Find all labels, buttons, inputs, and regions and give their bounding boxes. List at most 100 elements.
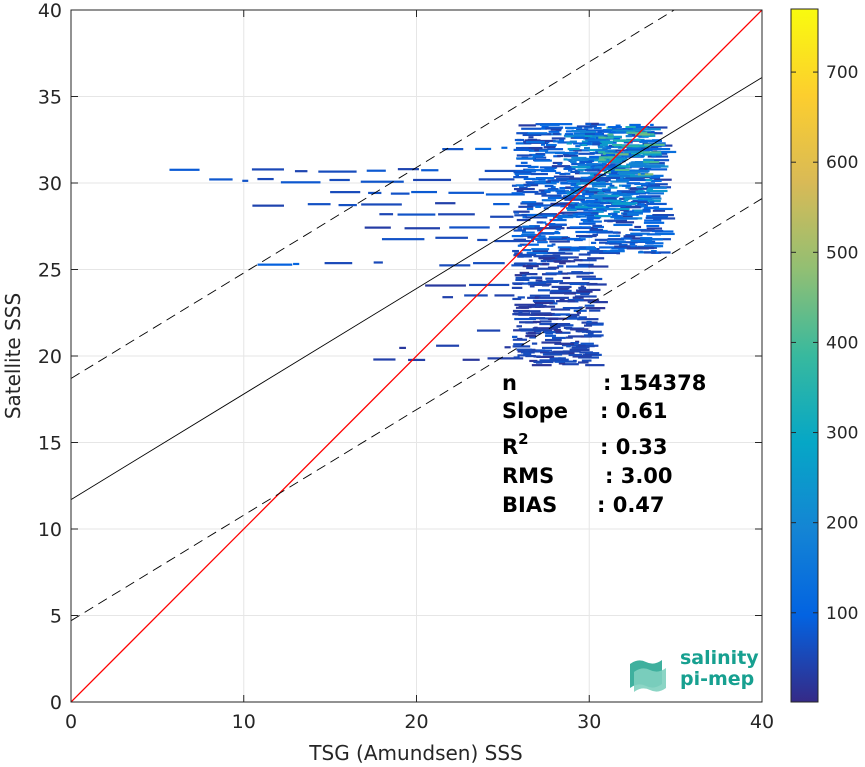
density-cell — [545, 277, 554, 280]
density-cell — [574, 132, 587, 135]
density-cell — [589, 309, 601, 312]
density-cell — [546, 180, 551, 183]
density-cell — [548, 225, 563, 229]
density-cell — [647, 186, 667, 189]
density-cell — [494, 294, 515, 297]
density-cell — [622, 128, 642, 131]
density-cell — [574, 172, 580, 175]
density-cell — [366, 169, 386, 172]
density-cell — [560, 182, 576, 185]
density-cell — [613, 210, 620, 213]
density-cell — [513, 343, 524, 346]
stat-value: : 0.61 — [600, 399, 668, 423]
density-cell — [473, 262, 505, 265]
density-cell — [580, 196, 599, 200]
density-cell — [557, 257, 568, 260]
density-cell — [609, 200, 620, 203]
density-cell — [612, 141, 617, 144]
density-cell — [576, 275, 596, 278]
density-cell — [566, 345, 571, 348]
density-cell — [575, 340, 580, 343]
density-cell — [540, 123, 560, 126]
density-cell — [528, 310, 541, 313]
density-cell — [574, 213, 591, 216]
density-cell — [555, 300, 575, 303]
density-cell — [379, 213, 394, 216]
density-cell — [568, 335, 583, 338]
density-cell — [535, 152, 545, 156]
density-cell — [531, 248, 550, 251]
density-cell — [541, 143, 546, 146]
density-cell — [599, 246, 621, 249]
density-cell — [574, 206, 588, 209]
density-cell — [539, 305, 556, 308]
density-cell — [617, 145, 623, 148]
density-cell — [547, 188, 559, 191]
density-cell — [574, 178, 584, 181]
density-cell — [542, 262, 547, 266]
density-cell — [514, 317, 537, 321]
density-cell — [501, 146, 508, 149]
density-cell — [614, 245, 631, 248]
density-cell — [625, 135, 632, 138]
density-cell — [515, 146, 529, 150]
density-cell — [526, 207, 534, 211]
density-cell — [516, 132, 529, 135]
density-cell — [584, 181, 606, 184]
density-cell — [487, 357, 524, 360]
density-cell — [616, 215, 633, 218]
density-cell — [576, 234, 597, 238]
density-cell — [592, 182, 613, 186]
density-cell — [252, 204, 284, 207]
density-cell — [625, 176, 645, 179]
density-cell — [549, 324, 565, 327]
density-cell — [532, 227, 565, 230]
density-cell — [361, 203, 402, 206]
density-cell — [561, 324, 574, 327]
density-cell — [545, 338, 562, 342]
density-cell — [561, 214, 568, 217]
x-tick-label: 10 — [232, 711, 256, 733]
density-cell — [329, 178, 350, 182]
density-cell — [567, 158, 589, 161]
density-cell — [555, 171, 561, 174]
density-cell — [616, 179, 630, 182]
density-cell — [413, 178, 452, 182]
density-cell — [572, 296, 580, 299]
density-cell — [552, 132, 560, 135]
density-cell — [549, 223, 566, 226]
density-cell — [514, 138, 525, 142]
density-cell — [484, 169, 524, 173]
density-cell — [648, 142, 666, 145]
density-cell — [575, 289, 592, 292]
density-cell — [521, 146, 543, 150]
density-cell — [530, 172, 548, 176]
density-cell — [521, 282, 534, 285]
density-cell — [626, 182, 641, 185]
density-cell — [558, 212, 565, 215]
density-cell — [606, 194, 620, 197]
density-cell — [647, 126, 668, 129]
density-cell — [539, 166, 558, 169]
density-cell — [521, 127, 542, 130]
density-cell — [632, 192, 647, 195]
density-cell — [557, 217, 563, 221]
density-cell — [531, 364, 552, 367]
density-cell — [561, 236, 570, 240]
density-cell — [652, 213, 674, 217]
density-cell — [408, 358, 426, 362]
density-cell — [564, 172, 571, 175]
density-cell — [577, 163, 593, 166]
density-cell — [545, 272, 562, 275]
density-cell — [602, 164, 617, 167]
density-cell — [617, 171, 640, 174]
density-cell — [588, 137, 595, 140]
density-cell — [512, 335, 518, 338]
density-cell — [553, 350, 564, 353]
density-cell — [360, 180, 404, 183]
density-cell — [518, 328, 541, 331]
density-cell — [559, 172, 566, 176]
density-cell — [615, 163, 622, 166]
density-cell — [364, 226, 391, 229]
density-cell — [547, 148, 564, 151]
